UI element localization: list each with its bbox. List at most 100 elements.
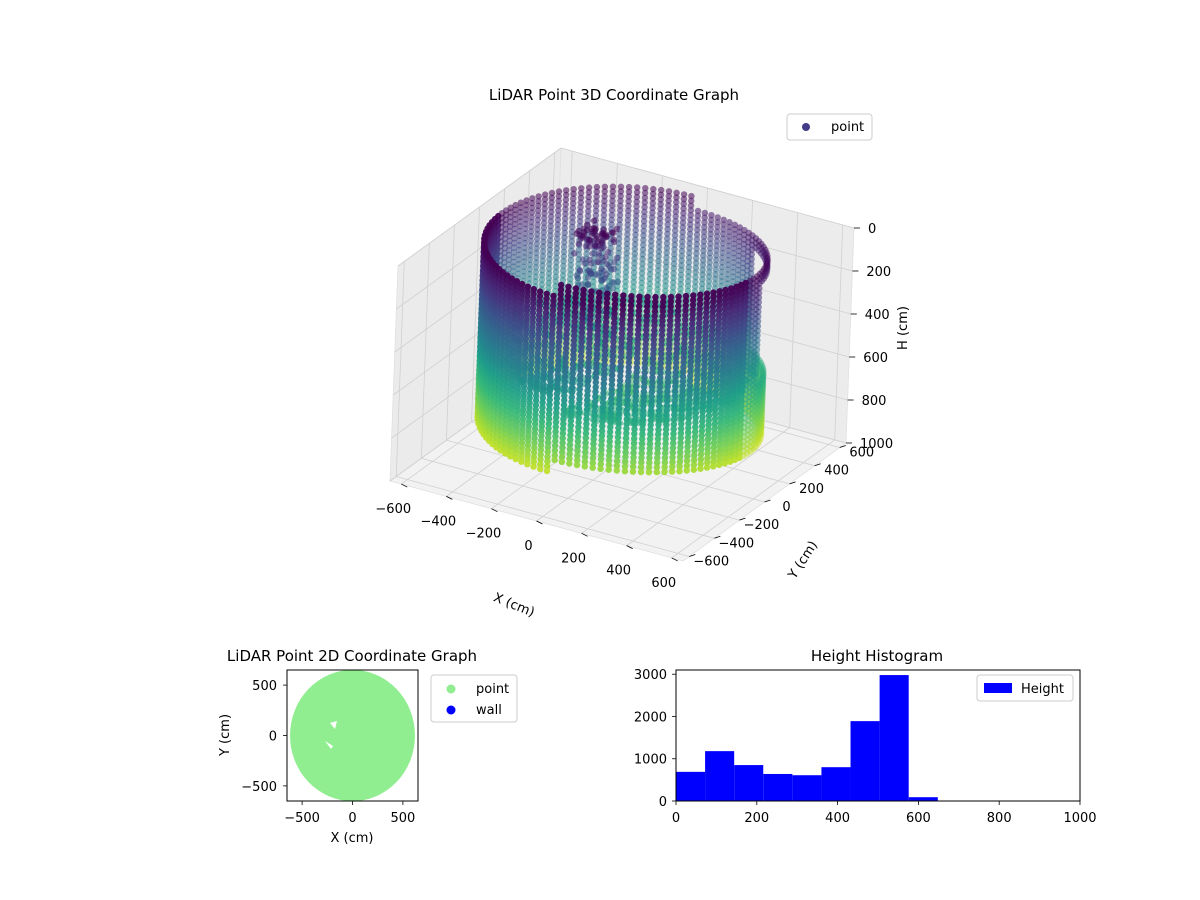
scatter3d-point — [708, 350, 715, 358]
scatter3d-point — [640, 241, 647, 249]
scatter3d-point — [716, 292, 723, 300]
scatter3d-point — [702, 337, 709, 345]
scatter3d-point — [710, 289, 717, 296]
scatter3d-point — [587, 292, 595, 300]
scatter3d-point — [661, 464, 668, 471]
scatter3d-point — [612, 291, 619, 298]
scatter3d-point — [571, 313, 578, 320]
scatter3d-point — [593, 232, 600, 240]
scatter3d-point — [520, 406, 527, 413]
scatter3d-point — [723, 417, 730, 424]
scatter3d-point — [632, 226, 639, 234]
scatter3d-point — [582, 434, 589, 442]
scatter3d-point — [619, 320, 626, 328]
scatter3d-xtick-label: 200 — [561, 551, 586, 566]
scatter3d-point — [708, 216, 715, 224]
scatter3d-point — [586, 330, 593, 338]
scatter3d-point — [718, 400, 725, 407]
scatter3d-point — [521, 258, 528, 266]
scatter3d-point — [506, 322, 514, 329]
scatter3d-point — [506, 336, 513, 343]
scatter3d-point — [533, 383, 540, 390]
scatter3d-point — [734, 376, 741, 383]
scatter3d-point — [653, 468, 660, 476]
scatter3d-point — [515, 265, 522, 273]
scatter3d-point — [649, 369, 656, 376]
scatter3d-point — [657, 210, 664, 217]
scatter3d-point — [687, 207, 695, 214]
scatter3d-point — [707, 226, 715, 233]
scatter3d-point — [704, 459, 711, 467]
scatter3d-point — [541, 333, 549, 340]
scatter3d-point — [649, 360, 657, 367]
scatter3d-point — [617, 372, 624, 380]
scatter3d-point — [532, 264, 540, 271]
scatter3d-point — [630, 283, 637, 291]
scatter3d-point — [585, 189, 593, 196]
scatter3d-point — [726, 337, 733, 344]
scatter3d-point — [667, 293, 675, 301]
scatter3d-point — [700, 375, 708, 382]
scatter3d-point — [729, 387, 736, 394]
scatter3d-xtick-label: 0 — [524, 539, 532, 554]
scatter3d-point — [600, 380, 607, 387]
scatter3d-point — [711, 420, 718, 427]
scatter3d-point — [700, 385, 707, 392]
scatter3d-point — [703, 295, 711, 302]
scatter3d-point — [532, 411, 539, 418]
scatter3d-point — [695, 348, 702, 355]
scatter3d-point — [672, 383, 679, 390]
scatter3d-point — [561, 229, 568, 236]
scatter3d-point — [671, 411, 678, 419]
scatter3d-point — [502, 436, 509, 443]
scatter3d-point — [715, 330, 722, 338]
scatter3d-xtick-mark — [446, 496, 453, 500]
scatter3d-point — [724, 375, 732, 382]
scatter3d-gridline-z — [560, 147, 855, 229]
scatter3d-point — [630, 454, 637, 461]
scatter3d-point — [624, 221, 631, 229]
scatter3d-point — [670, 279, 677, 286]
scatter3d-point — [700, 380, 707, 387]
scatter3d-point — [706, 393, 713, 400]
scatter3d-point — [732, 302, 739, 309]
scatter3d-point — [538, 427, 545, 435]
scatter3d-point — [608, 395, 615, 402]
scatter3d-point — [634, 331, 642, 338]
scatter3d-point — [638, 445, 645, 452]
scatter3d-point — [500, 362, 507, 369]
scatter3d-point — [529, 199, 536, 207]
scatter3d-point — [720, 221, 727, 228]
scatter3d-point — [562, 215, 569, 222]
scatter3d-point — [634, 350, 641, 357]
scatter3d-point — [696, 305, 703, 313]
scatter3d-point — [536, 312, 543, 319]
scatter3d-point — [713, 363, 721, 371]
scatter3d-point — [552, 418, 560, 426]
scatter3d-point — [528, 347, 535, 354]
scatter3d-point — [568, 394, 575, 401]
scatter3d-point — [638, 440, 646, 447]
scatter3d-point — [633, 373, 640, 381]
scatter3d-point — [680, 205, 687, 212]
scatter3d-point — [598, 437, 605, 444]
scatter3d-point — [701, 209, 708, 217]
scatter3d-point — [671, 388, 679, 395]
scatter3d-point — [615, 410, 623, 417]
scatter3d-point — [552, 282, 559, 290]
scatter3d-point — [707, 230, 714, 238]
scatter3d-point — [552, 268, 560, 276]
scatter3d-point — [504, 374, 512, 381]
scatter3d-point — [600, 212, 608, 219]
scatter3d-point — [715, 321, 722, 328]
scatter3d-point — [544, 444, 552, 451]
scatter3d-point — [571, 318, 578, 325]
scatter3d-point — [669, 284, 677, 291]
scatter3d-point — [657, 191, 665, 198]
scatter3d-point — [725, 233, 733, 240]
scatter3d-point — [605, 457, 613, 464]
scatter3d-point — [514, 413, 521, 420]
scatter3d-point — [557, 291, 564, 298]
scatter3d-point — [693, 400, 700, 407]
